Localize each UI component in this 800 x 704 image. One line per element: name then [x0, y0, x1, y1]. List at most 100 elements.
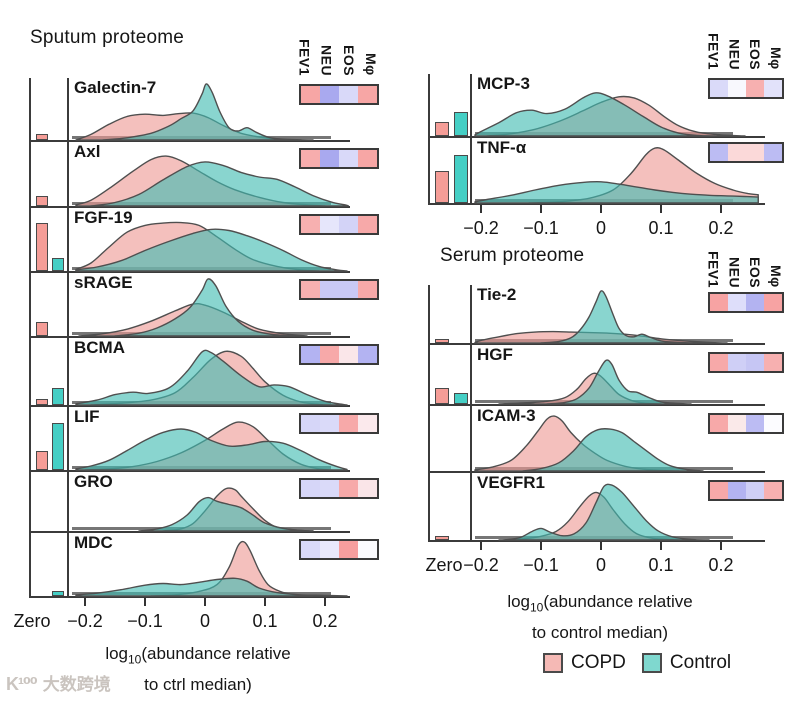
zero-bar-copd [435, 339, 449, 343]
density-control [546, 359, 692, 405]
x-tick-mark [84, 598, 86, 606]
sputum-x-axis-title: log10(abundance relative to ctrl median) [28, 641, 368, 697]
heatmap-cell-eos [339, 541, 358, 558]
sputum-zero-tick-label: Zero [13, 611, 51, 631]
heatmap-cell-fev1 [301, 216, 320, 233]
protein-label-hgf: HGF [477, 345, 513, 364]
ridge-row-lif: LIF [29, 407, 379, 472]
heatmap-strip-hgf [708, 352, 784, 373]
column-header-fev1: FEV1 [705, 32, 722, 70]
sputum-panel-title: Sputum proteome [30, 27, 185, 48]
ridge-row-bcma: BCMA [29, 338, 379, 407]
x-tick-mark [480, 542, 482, 550]
heatmap-cell-neu [320, 281, 339, 298]
heatmap-cell-eos [746, 144, 764, 161]
zero-bar-copd [36, 399, 48, 405]
heatmap-strip-icam-3 [708, 413, 784, 434]
heatmap-cell-fev1 [301, 346, 320, 363]
heatmap-cell-eos [339, 480, 358, 497]
heatmap-cell-neu [728, 144, 746, 161]
heatmap-strip-axl [299, 148, 379, 169]
density-control [102, 83, 302, 141]
heatmap-cell-neu [728, 415, 746, 432]
x-tick-mark [600, 542, 602, 550]
column-header-m: Mφ [767, 265, 784, 288]
heatmap-cell-fev1 [301, 150, 320, 167]
heatmap-cell-neu [728, 294, 746, 311]
heatmap-cell-fev1 [301, 86, 320, 103]
heatmap-cell-m [358, 541, 377, 558]
heatmap-cell-m [764, 144, 782, 161]
ridge-row-axl: Axl [29, 142, 379, 208]
sputum-axis-line1: log10(abundance relative [105, 644, 291, 667]
zero-bar-copd [435, 388, 449, 404]
protein-label-srage: sRAGE [74, 273, 133, 292]
serum-zero-tick-label: Zero [425, 555, 463, 575]
heatmap-cell-neu [728, 80, 746, 97]
density-plot-fgf-19 [75, 221, 348, 272]
heatmap-cell-m [358, 281, 377, 298]
density-control [540, 290, 698, 344]
heatmap-cell-fev1 [710, 482, 728, 499]
heatmap-cell-m [764, 294, 782, 311]
legend-item-control: Control [641, 652, 731, 674]
x-tick-label-serum: 0.2 [708, 555, 734, 575]
cell-type-headers-sputum: FEV1 NEU EOS Mφ [296, 2, 379, 76]
heatmap-strip-galectin-7 [299, 84, 379, 105]
ridge-row-vegfr1: VEGFR1 [428, 473, 784, 542]
heatmap-cell-eos [339, 150, 358, 167]
zero-bar-control [454, 112, 468, 136]
column-header-eos: EOS [747, 38, 764, 70]
protein-label-icam-3: ICAM-3 [477, 406, 536, 425]
density-control [75, 349, 348, 406]
serum-x-axis-title: log10(abundance relative to control medi… [430, 589, 770, 645]
watermark-logo: K¹⁰⁰ [6, 674, 38, 694]
density-plot-galectin-7 [75, 83, 314, 141]
heatmap-cell-eos [339, 415, 358, 432]
zero-bar-copd [36, 134, 48, 140]
zero-column-srage [29, 273, 69, 336]
zero-bar-control [52, 423, 64, 470]
density-control [138, 496, 314, 532]
zero-bar-copd [435, 536, 449, 540]
zero-column-gro [29, 472, 69, 531]
density-plot-lif [75, 421, 348, 471]
x-tick-label-right_top: 0.1 [648, 218, 674, 238]
zero-bar-copd [36, 223, 48, 271]
x-tick-label-right_top: −0.1 [523, 218, 559, 238]
ridge-row-icam-3: ICAM-3 [428, 406, 784, 473]
density-plot-hgf [498, 359, 692, 405]
column-header-fev1: FEV1 [296, 38, 313, 76]
heatmap-cell-m [358, 480, 377, 497]
sputum-axis-line2: to ctrl median) [144, 675, 252, 695]
heatmap-cell-neu [320, 86, 339, 103]
heatmap-cell-eos [746, 415, 764, 432]
x-tick-label-sputum: 0 [199, 611, 210, 631]
heatmap-cell-eos [746, 482, 764, 499]
heatmap-cell-neu [320, 480, 339, 497]
zero-bar-copd [36, 451, 48, 470]
heatmap-cell-fev1 [710, 415, 728, 432]
column-header-fev1: FEV1 [705, 250, 722, 288]
heatmap-cell-eos [746, 354, 764, 371]
zero-column-hgf [428, 345, 472, 404]
x-tick-mark [480, 205, 482, 213]
zero-column-mdc [29, 533, 69, 596]
heatmap-strip-mdc [299, 539, 379, 560]
zero-column-icam-3 [428, 406, 472, 471]
heatmap-cell-neu [320, 541, 339, 558]
column-header-eos: EOS [340, 44, 357, 76]
heatmap-strip-bcma [299, 344, 379, 365]
density-plot-gro [138, 487, 314, 532]
heatmap-cell-neu [320, 415, 339, 432]
legend-item-copd: COPD [543, 652, 626, 674]
heatmap-strip-tie-2 [708, 292, 784, 313]
legend: COPD Control [543, 652, 731, 674]
protein-label-vegfr1: VEGFR1 [477, 473, 546, 492]
heatmap-cell-m [358, 86, 377, 103]
zero-bar-copd [435, 171, 449, 203]
protein-label-fgf-19: FGF-19 [74, 208, 133, 227]
x-tick-mark [720, 205, 722, 213]
x-tick-mark [600, 205, 602, 213]
heatmap-cell-m [764, 415, 782, 432]
